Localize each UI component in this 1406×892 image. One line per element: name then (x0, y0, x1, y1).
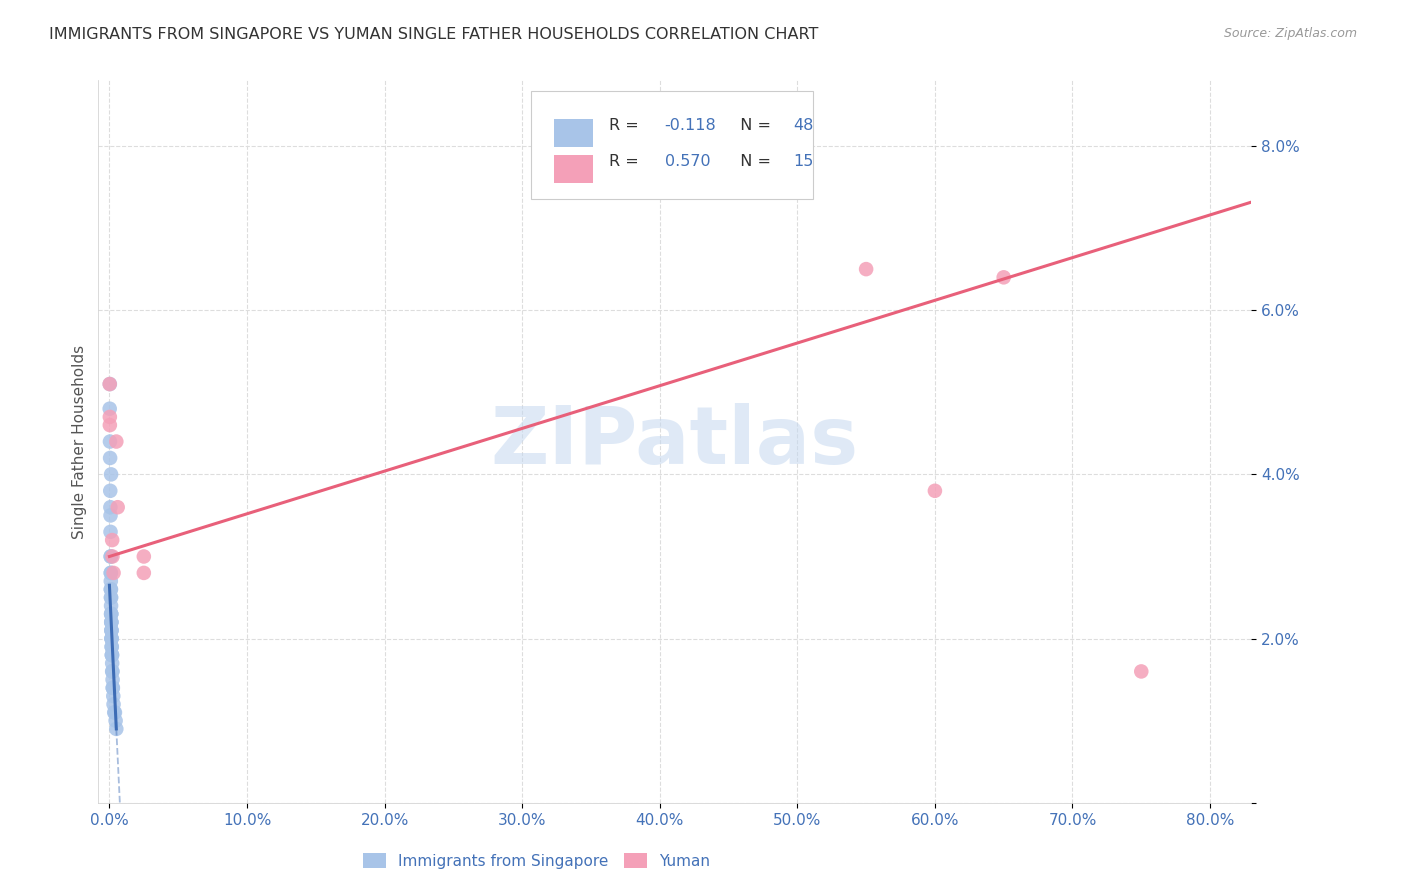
Point (100, 615, 122, 630)
FancyBboxPatch shape (531, 91, 813, 200)
Point (101, 648, 124, 662)
Point (100, 508, 122, 523)
Text: 48: 48 (793, 119, 814, 133)
Point (98, 401, 121, 416)
Text: R =: R = (609, 119, 644, 133)
Point (101, 673, 124, 687)
Point (100, 524, 122, 539)
Point (103, 689, 125, 703)
Point (100, 582, 122, 597)
Point (105, 722, 128, 736)
Point (100, 607, 122, 621)
Point (100, 591, 122, 605)
Text: 15: 15 (793, 154, 814, 169)
Point (855, 262, 877, 277)
Point (132, 549, 155, 564)
Point (100, 566, 122, 580)
Point (101, 665, 124, 679)
Y-axis label: Single Father Households: Single Father Households (72, 344, 87, 539)
Point (100, 624, 122, 638)
Text: ZIPatlas: ZIPatlas (491, 402, 859, 481)
Point (100, 615, 122, 630)
Point (1130, 665, 1153, 679)
Point (100, 549, 122, 564)
Point (100, 574, 122, 588)
Point (98, 434, 121, 449)
FancyBboxPatch shape (554, 119, 593, 147)
Point (101, 549, 124, 564)
Point (100, 632, 122, 646)
Point (132, 566, 155, 580)
Point (100, 615, 122, 630)
Point (98, 377, 121, 392)
Point (101, 657, 124, 671)
Point (100, 607, 122, 621)
Point (100, 467, 122, 482)
Point (104, 714, 127, 728)
Point (100, 500, 122, 515)
Point (100, 607, 122, 621)
Point (100, 640, 122, 654)
Point (100, 624, 122, 638)
Point (107, 500, 129, 515)
Point (579, 139, 602, 153)
Point (100, 632, 122, 646)
Point (101, 648, 124, 662)
Text: 0.570: 0.570 (665, 154, 710, 169)
Point (100, 549, 122, 564)
Point (100, 582, 122, 597)
Point (98, 483, 121, 498)
Point (100, 624, 122, 638)
Text: -0.118: -0.118 (665, 119, 716, 133)
Point (103, 698, 125, 712)
Point (104, 706, 127, 720)
Point (105, 434, 128, 449)
Point (101, 681, 124, 695)
Point (100, 591, 122, 605)
Point (98, 377, 121, 392)
Point (98, 450, 121, 465)
Text: N =: N = (730, 119, 776, 133)
Point (98, 418, 121, 433)
Point (101, 681, 124, 695)
Point (924, 483, 946, 498)
Point (103, 566, 125, 580)
Point (101, 533, 124, 547)
Point (100, 566, 122, 580)
Point (100, 599, 122, 613)
FancyBboxPatch shape (554, 155, 593, 183)
Point (103, 706, 125, 720)
Legend: Immigrants from Singapore, Yuman: Immigrants from Singapore, Yuman (357, 847, 716, 875)
Point (101, 648, 124, 662)
Point (100, 640, 122, 654)
Point (100, 632, 122, 646)
Point (101, 665, 124, 679)
Text: N =: N = (730, 154, 776, 169)
Point (98, 409, 121, 424)
Text: R =: R = (609, 154, 644, 169)
Point (993, 270, 1015, 285)
Text: Source: ZipAtlas.com: Source: ZipAtlas.com (1223, 27, 1357, 40)
Text: IMMIGRANTS FROM SINGAPORE VS YUMAN SINGLE FATHER HOUSEHOLDS CORRELATION CHART: IMMIGRANTS FROM SINGAPORE VS YUMAN SINGL… (49, 27, 818, 42)
